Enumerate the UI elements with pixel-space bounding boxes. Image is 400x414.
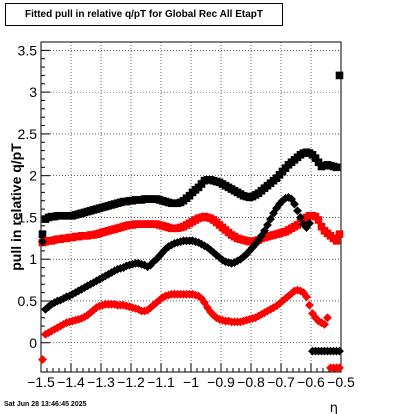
chart-title: Fitted pull in relative q/pT for Global … (5, 3, 283, 26)
data-point (287, 194, 296, 204)
x-axis-label: η (330, 401, 338, 414)
data-point (308, 309, 317, 318)
grid-lines (40, 42, 342, 372)
data-point (299, 219, 308, 229)
y-tick-label: 2 (29, 168, 37, 184)
data-point (302, 223, 311, 232)
data-point (77, 284, 86, 294)
data-point (140, 260, 149, 270)
data-point (335, 230, 344, 238)
data-point (314, 316, 323, 326)
y-tick-label: 3.5 (18, 42, 38, 58)
data-point (203, 243, 212, 252)
y-tick-label: 3 (29, 84, 37, 100)
y-tick-label: 0.5 (18, 293, 38, 309)
data-point (83, 310, 92, 320)
data-point (290, 199, 299, 209)
data-point (59, 294, 68, 303)
data-point (323, 313, 332, 323)
x-axis-ticks: −1.5 −1.4 −1.3 −1.2 −1.1 −1 −0.9 −0.8 −0.7 −0.6 −0… (27, 363, 355, 390)
series-3 (38, 285, 344, 373)
data-point (275, 199, 284, 209)
x-tick-label: −0.6 (297, 374, 325, 390)
data-point (254, 311, 263, 321)
x-tick-label: −0.7 (267, 374, 295, 390)
x-tick-label: −1.1 (147, 374, 175, 390)
data-point (332, 163, 341, 172)
data-point (38, 230, 47, 238)
x-tick-label: −0.9 (207, 374, 235, 390)
data-point (92, 276, 101, 286)
data-point (167, 240, 176, 250)
data-point (254, 235, 263, 245)
data-point (263, 220, 272, 230)
data-point (272, 301, 281, 311)
y-tick-label: 1.5 (18, 209, 38, 225)
y-tick-label: 1 (29, 251, 37, 267)
data-point (149, 300, 158, 310)
data-point (239, 252, 248, 262)
data-point (158, 293, 167, 303)
data-point (269, 303, 278, 313)
data-point (107, 268, 116, 277)
series-0 (38, 71, 344, 238)
data-point (293, 206, 302, 216)
data-point (272, 203, 281, 213)
data-markers (38, 71, 344, 373)
data-point (305, 300, 314, 310)
data-point (47, 326, 56, 336)
data-point (320, 319, 329, 329)
data-point (311, 154, 320, 162)
data-point (335, 71, 344, 80)
data-point (146, 260, 155, 270)
data-point (251, 239, 260, 249)
data-point (302, 292, 311, 302)
series-2 (38, 192, 344, 356)
data-point (281, 294, 290, 303)
data-point (314, 158, 323, 167)
data-point (38, 237, 47, 247)
data-point (38, 355, 47, 364)
data-point (269, 208, 278, 218)
data-point (275, 299, 284, 308)
data-point (266, 214, 275, 224)
data-point (317, 222, 326, 231)
data-point (161, 244, 170, 254)
data-point (335, 363, 344, 373)
x-tick-label: −0.8 (237, 374, 265, 390)
data-point (314, 216, 323, 224)
x-tick-label: −0.5 (327, 374, 355, 390)
y-axis-ticks: 0 0.5 1 1.5 2 2.5 3 3.5 (18, 41, 50, 351)
y-tick-label: 2.5 (18, 126, 38, 142)
data-point (257, 309, 266, 319)
data-point (245, 246, 254, 256)
data-point (257, 231, 266, 241)
data-point (44, 302, 53, 312)
x-tick-label: −1.4 (57, 374, 85, 390)
data-point (278, 196, 287, 206)
data-point (335, 346, 344, 356)
data-point (260, 226, 269, 236)
y-axis-label: pull in relative q/pT (8, 143, 24, 271)
data-point (296, 213, 305, 222)
timestamp: Sat Jun 28 13:46:45 2025 (4, 401, 87, 408)
data-point (164, 242, 173, 252)
x-tick-label: −1.2 (117, 374, 145, 390)
data-point (206, 245, 215, 255)
data-point (305, 218, 314, 228)
data-point (332, 237, 341, 245)
data-point (197, 294, 206, 303)
y-tick-label: 0 (29, 335, 37, 351)
data-point (200, 241, 209, 251)
x-tick-label: −1 (183, 374, 199, 390)
x-tick-label: −1.3 (87, 374, 115, 390)
data-point (317, 318, 326, 328)
data-point (209, 310, 218, 320)
data-point (284, 192, 293, 202)
x-tick-label: −1.5 (27, 374, 55, 390)
